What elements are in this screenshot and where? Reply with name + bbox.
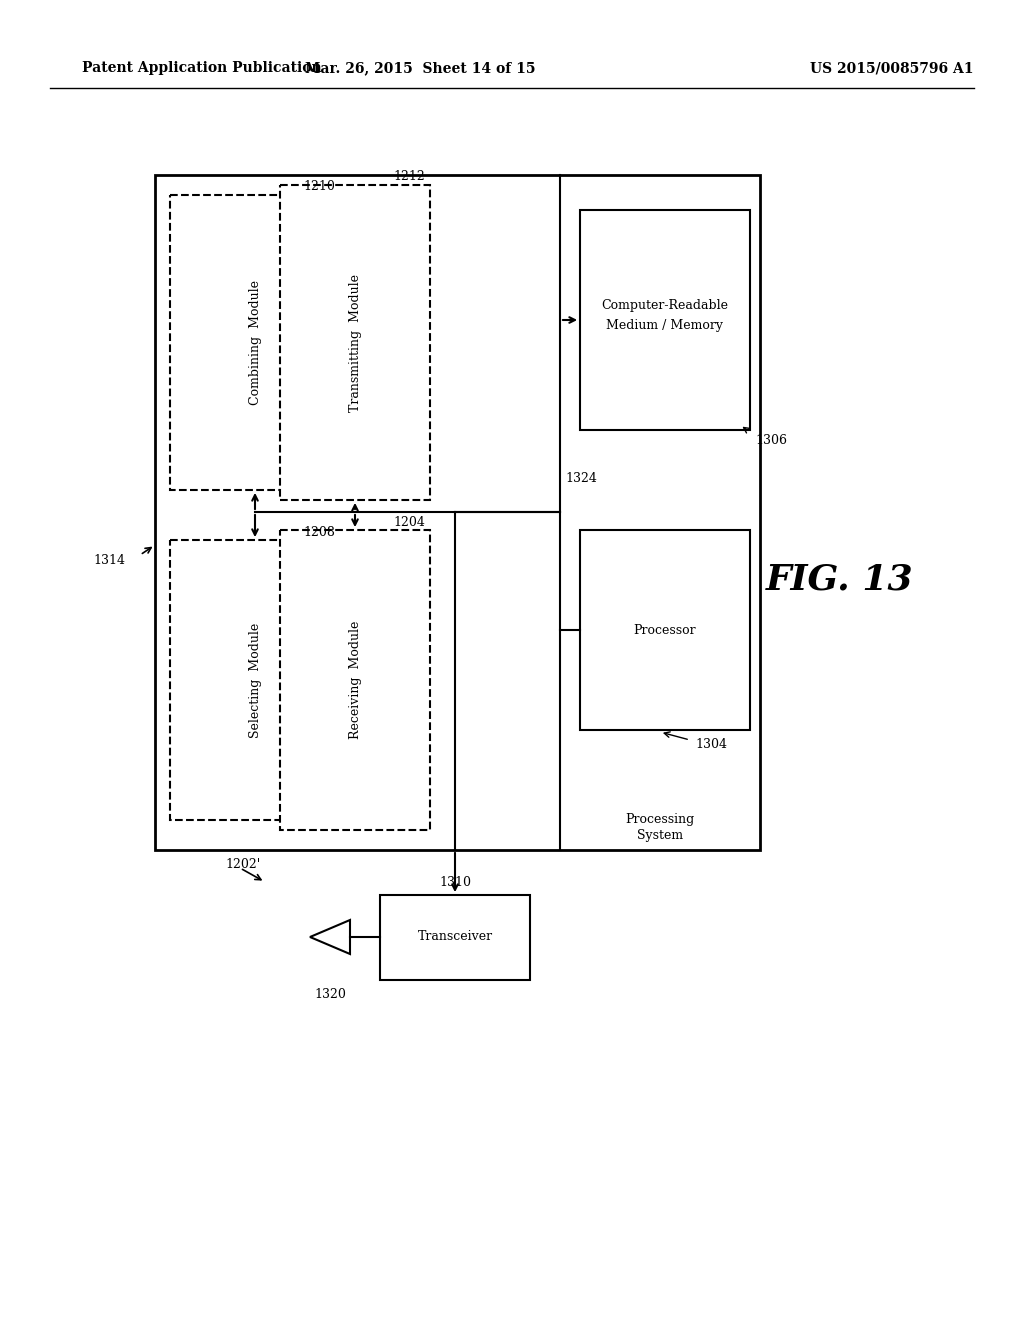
- Text: FIG. 13: FIG. 13: [766, 564, 913, 597]
- Text: 1212: 1212: [393, 170, 425, 183]
- Text: US 2015/0085796 A1: US 2015/0085796 A1: [810, 61, 974, 75]
- Text: Transceiver: Transceiver: [418, 931, 493, 944]
- Text: 1306: 1306: [755, 433, 787, 446]
- Text: 1324: 1324: [565, 471, 597, 484]
- Bar: [170, 195, 340, 490]
- Text: Processor: Processor: [634, 623, 696, 636]
- Text: Medium / Memory: Medium / Memory: [606, 318, 724, 331]
- Bar: [280, 531, 430, 830]
- Bar: [155, 176, 760, 850]
- Text: Processing: Processing: [626, 813, 694, 826]
- Text: 1208: 1208: [303, 525, 335, 539]
- Bar: [170, 540, 340, 820]
- Bar: [580, 531, 750, 730]
- Text: 1314: 1314: [93, 553, 125, 566]
- Text: Selecting  Module: Selecting Module: [249, 622, 261, 738]
- Bar: [280, 185, 430, 500]
- Text: Mar. 26, 2015  Sheet 14 of 15: Mar. 26, 2015 Sheet 14 of 15: [305, 61, 536, 75]
- Text: Receiving  Module: Receiving Module: [348, 620, 361, 739]
- Text: Combining  Module: Combining Module: [249, 280, 261, 405]
- Text: Transmitting  Module: Transmitting Module: [348, 273, 361, 412]
- Text: Patent Application Publication: Patent Application Publication: [82, 61, 322, 75]
- Text: 1210: 1210: [303, 181, 335, 194]
- Text: Computer-Readable: Computer-Readable: [601, 298, 728, 312]
- Text: 1320: 1320: [314, 989, 346, 1002]
- Text: 1304: 1304: [695, 738, 727, 751]
- Bar: [380, 895, 530, 979]
- Text: System: System: [637, 829, 683, 842]
- Text: 1204: 1204: [393, 516, 425, 528]
- Bar: [580, 210, 750, 430]
- Text: 1202': 1202': [225, 858, 260, 871]
- Text: 1310: 1310: [439, 876, 471, 890]
